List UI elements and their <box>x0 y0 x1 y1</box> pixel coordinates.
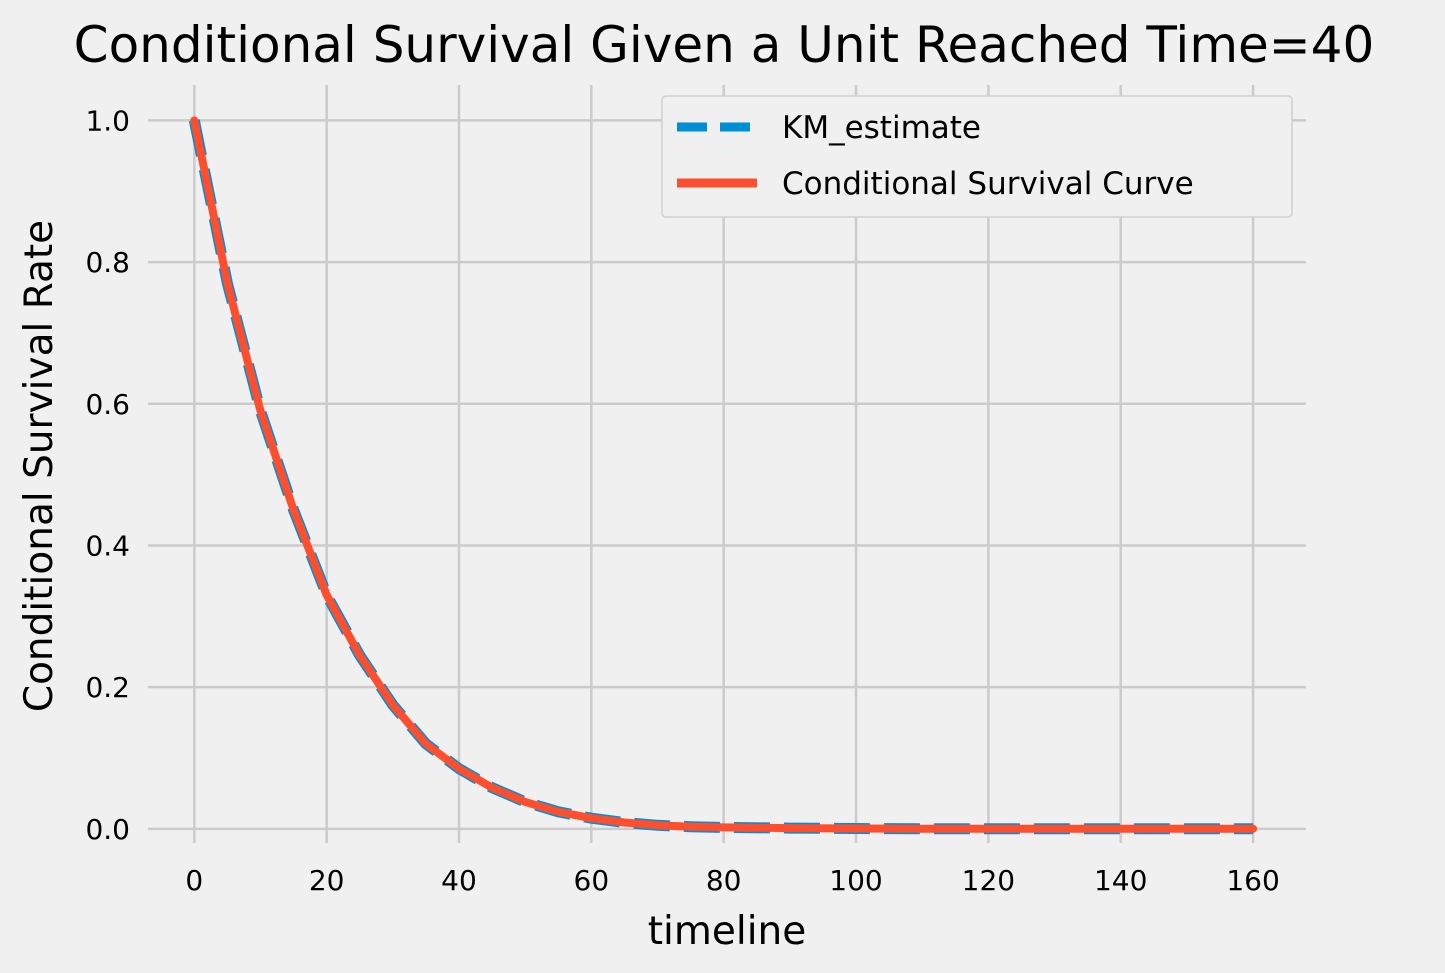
x-tick-label: 40 <box>441 864 477 897</box>
y-axis-label: Conditional Survival Rate <box>17 220 62 712</box>
y-tick-label: 0.0 <box>85 813 130 846</box>
legend-label-km-estimate: KM_estimate <box>782 110 981 146</box>
x-tick-label: 80 <box>706 864 742 897</box>
series-line-conditional-survival-curve <box>190 116 1258 833</box>
x-axis-label: timeline <box>648 909 807 954</box>
y-tick-label: 0.4 <box>85 529 130 562</box>
x-tick-label: 60 <box>574 864 610 897</box>
x-tick-label: 100 <box>829 864 882 897</box>
x-tick-label: 20 <box>309 864 345 897</box>
series-layer <box>188 116 1258 835</box>
tick-layer: 0 20 40 60 80 100 120 140 160 0.0 0.2 0.4 0.6 0.8 1.0 <box>85 104 1279 897</box>
x-tick-label: 160 <box>1226 864 1279 897</box>
y-tick-label: 0.8 <box>85 246 130 279</box>
y-tick-label: 1.0 <box>85 104 130 137</box>
y-tick-label: 0.6 <box>85 388 130 421</box>
x-tick-label: 120 <box>962 864 1015 897</box>
legend: KM_estimate Conditional Survival Curve <box>661 95 1293 218</box>
chart-title: Conditional Survival Given a Unit Reache… <box>74 16 1375 74</box>
x-tick-label: 140 <box>1094 864 1147 897</box>
legend-box <box>661 95 1293 218</box>
y-tick-label: 0.2 <box>85 671 130 704</box>
x-tick-label: 0 <box>185 864 203 897</box>
legend-label-conditional-survival-curve: Conditional Survival Curve <box>782 166 1194 202</box>
